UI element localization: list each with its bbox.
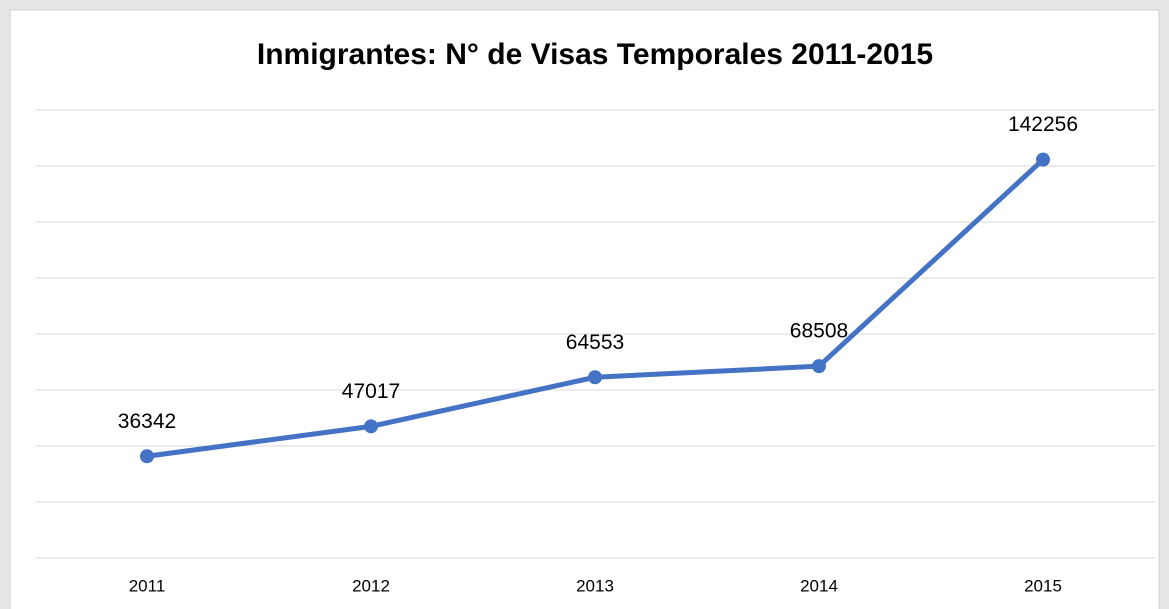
point bbox=[364, 419, 378, 434]
x-tick-label: 2013 bbox=[576, 576, 614, 595]
point bbox=[140, 449, 154, 464]
chart-title: Inmigrantes: N° de Visas Temporales 2011… bbox=[257, 38, 933, 71]
x-tick-label: 2012 bbox=[352, 576, 390, 595]
data-label: 64553 bbox=[566, 331, 624, 354]
x-tick-label: 2015 bbox=[1024, 576, 1062, 595]
point bbox=[1036, 152, 1050, 167]
data-label: 68508 bbox=[790, 320, 848, 343]
data-label: 47017 bbox=[342, 380, 400, 403]
point bbox=[588, 370, 602, 385]
chart-area bbox=[9, 9, 1160, 609]
x-tick-label: 2014 bbox=[800, 576, 838, 595]
data-label: 142256 bbox=[1008, 113, 1078, 136]
x-tick-label: 2011 bbox=[129, 576, 166, 595]
data-label: 36342 bbox=[118, 410, 176, 433]
point bbox=[812, 359, 826, 374]
